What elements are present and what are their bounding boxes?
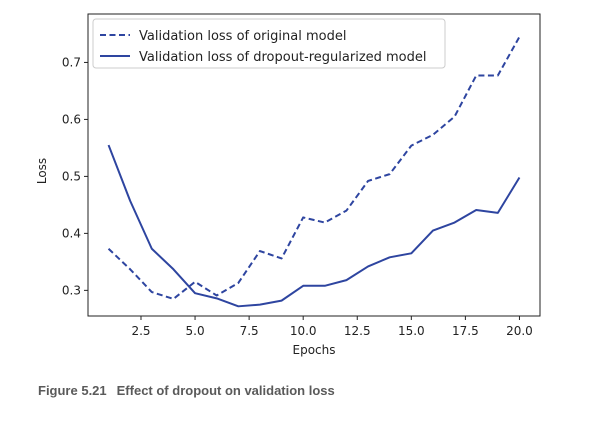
legend-box xyxy=(92,18,446,69)
y-tick-label: 0.7 xyxy=(62,55,81,69)
figure-caption-text: Effect of dropout on validation loss xyxy=(116,383,335,398)
x-axis-title: Epochs xyxy=(293,343,336,357)
x-tick-label: 10.0 xyxy=(290,324,317,338)
y-tick-label: 0.4 xyxy=(62,226,81,240)
series-line-original xyxy=(107,36,521,300)
figure-number: Figure 5.21 xyxy=(38,383,107,398)
x-tick-label: 17.5 xyxy=(452,324,479,338)
y-axis-title: Loss xyxy=(35,158,49,184)
x-tick-label: 5.0 xyxy=(186,324,205,338)
y-tick-label: 0.5 xyxy=(62,169,81,183)
x-axis-ticks: 2.5 5.0 7.5 10.0 12.5 15.0 17.5 20.0 xyxy=(131,316,533,338)
y-axis-ticks: 0.3 0.4 0.5 0.6 0.7 xyxy=(62,55,88,297)
y-tick-label: 0.3 xyxy=(62,283,81,297)
figure-caption: Figure 5.21 Effect of dropout on validati… xyxy=(38,383,335,398)
series-layer xyxy=(107,36,521,308)
series-line-dropout xyxy=(107,144,521,308)
x-tick-label: 12.5 xyxy=(344,324,371,338)
x-tick-label: 20.0 xyxy=(506,324,533,338)
chart: 2.5 5.0 7.5 10.0 12.5 15.0 17.5 20.0 0.30.40.50… xyxy=(35,13,541,357)
x-tick-label: 2.5 xyxy=(131,324,150,338)
legend-label-dropout: Validation loss of dropout-regularized m… xyxy=(139,50,427,65)
plot-frame xyxy=(87,13,541,317)
legend-label-original: Validation loss of original model xyxy=(139,29,346,44)
y-tick-label: 0.6 xyxy=(62,112,81,126)
x-tick-label: 15.0 xyxy=(398,324,425,338)
x-tick-label: 7.5 xyxy=(240,324,259,338)
legend: Validation loss of original model Valida… xyxy=(92,18,446,69)
